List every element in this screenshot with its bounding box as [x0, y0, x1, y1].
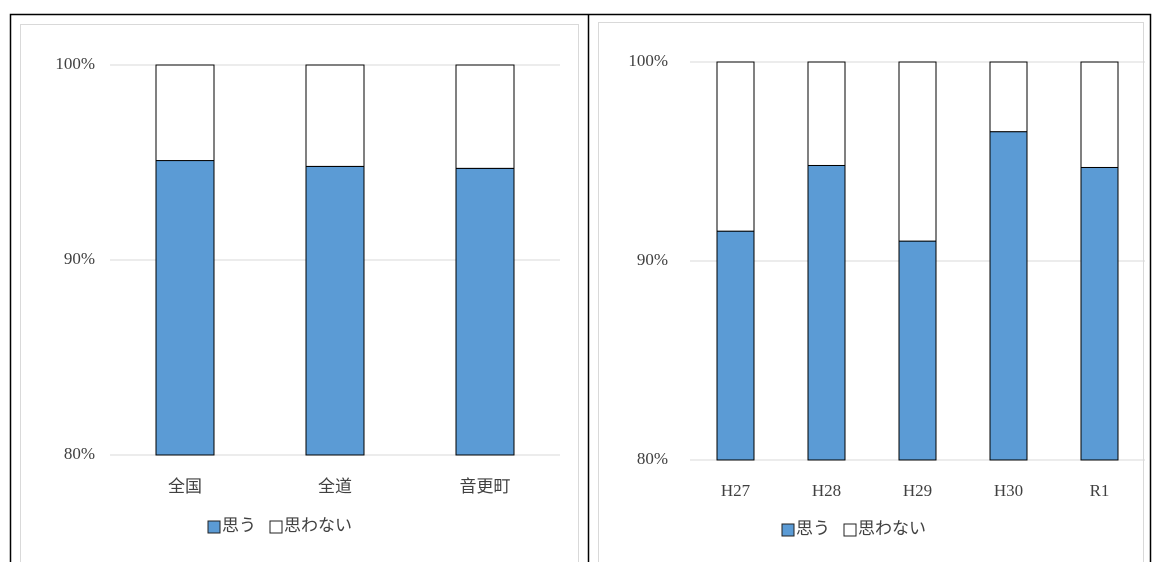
legend-swatch	[843, 523, 857, 537]
bar	[807, 61, 846, 166]
y-tick-label: 80%	[637, 449, 668, 468]
bar	[716, 230, 755, 461]
x-tick-label: H27	[721, 481, 751, 500]
bar	[155, 64, 215, 162]
bar	[1080, 166, 1119, 461]
x-tick-label: H30	[994, 481, 1023, 500]
legend-swatch	[269, 520, 283, 534]
y-tick-label: 90%	[637, 250, 668, 269]
bar	[807, 164, 846, 461]
y-tick-label: 100%	[55, 54, 95, 73]
x-tick-label: R1	[1090, 481, 1110, 500]
chart-area	[598, 22, 1144, 562]
bar	[716, 61, 755, 232]
y-tick-label: 100%	[628, 51, 668, 70]
x-tick-label: H29	[903, 481, 932, 500]
legend-label: 思わない	[858, 519, 926, 538]
x-tick-label: H28	[812, 481, 841, 500]
legend-label: 思わない	[284, 516, 352, 535]
y-tick-label: 80%	[64, 444, 95, 463]
x-tick-label: 全道	[318, 477, 352, 496]
bar	[1080, 61, 1119, 168]
bar	[305, 64, 365, 167]
legend-swatch	[781, 523, 795, 537]
legend-label: 思う	[222, 516, 256, 535]
legend-swatch	[207, 520, 221, 534]
bar	[455, 64, 515, 169]
bar	[898, 240, 937, 461]
bar	[455, 167, 515, 456]
x-tick-label: 全国	[168, 477, 202, 496]
x-tick-label: 音更町	[460, 477, 511, 496]
bar	[305, 165, 365, 456]
bar	[989, 61, 1028, 133]
y-tick-label: 90%	[64, 249, 95, 268]
frame	[9, 13, 1152, 562]
bar	[898, 61, 937, 242]
legend-label: 思う	[796, 519, 830, 538]
bar	[155, 160, 215, 456]
bar	[989, 131, 1028, 461]
chart-area	[20, 24, 579, 562]
